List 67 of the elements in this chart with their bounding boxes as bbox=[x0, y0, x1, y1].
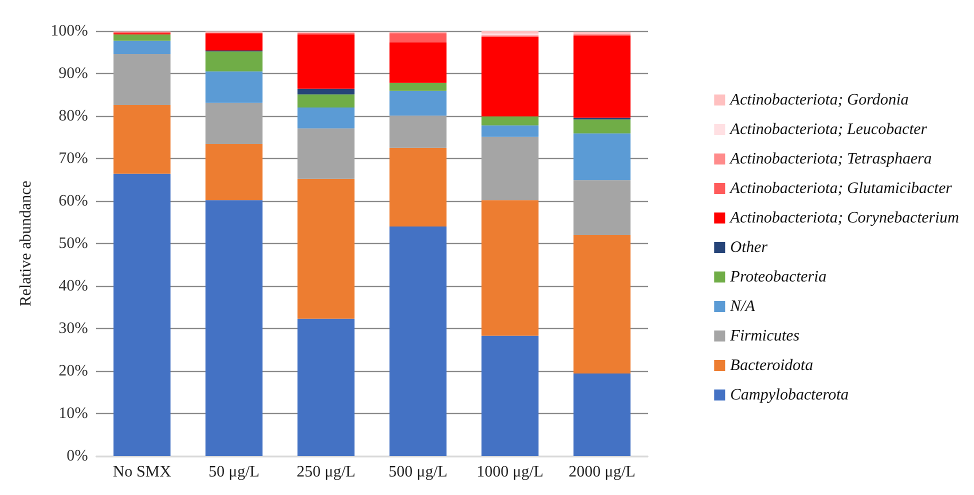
legend-label: N/A bbox=[729, 298, 756, 315]
bar bbox=[389, 42, 447, 83]
y-tick-label: 90% bbox=[58, 65, 88, 82]
bar bbox=[113, 54, 171, 105]
x-tick-label: No SMX bbox=[112, 464, 172, 480]
bar bbox=[481, 125, 539, 137]
bar bbox=[573, 235, 631, 374]
bar bbox=[573, 119, 631, 134]
bar bbox=[113, 174, 171, 456]
legend-label: Proteobacteria bbox=[729, 268, 826, 286]
y-tick-label: 30% bbox=[58, 320, 88, 337]
bar bbox=[205, 200, 263, 456]
y-tick-label: 20% bbox=[58, 362, 88, 380]
legend-label: Actinobacteriota; Leucobacter bbox=[729, 121, 928, 138]
bar bbox=[481, 336, 539, 456]
legend-label: Other bbox=[730, 239, 768, 256]
bar bbox=[297, 94, 355, 108]
bar bbox=[389, 226, 447, 456]
bar bbox=[205, 34, 263, 51]
bar bbox=[481, 116, 539, 126]
bar bbox=[573, 133, 631, 180]
bar bbox=[205, 144, 263, 200]
y-tick-label: 40% bbox=[58, 278, 88, 294]
bar bbox=[205, 102, 263, 144]
y-tick-label: 10% bbox=[58, 405, 88, 422]
bar bbox=[297, 178, 355, 319]
bar bbox=[573, 36, 631, 118]
y-axis-title: Relative abundance bbox=[18, 180, 34, 306]
bar bbox=[297, 34, 355, 89]
bar bbox=[389, 148, 447, 226]
legend-label: Bacteroidota bbox=[730, 357, 814, 374]
bar bbox=[481, 136, 539, 200]
bar bbox=[481, 36, 539, 116]
y-tick-label: 100% bbox=[50, 22, 88, 40]
bar bbox=[573, 374, 631, 456]
bar bbox=[297, 128, 355, 179]
bar bbox=[113, 34, 171, 41]
bar bbox=[297, 108, 355, 128]
y-tick-label: 0% bbox=[66, 448, 88, 464]
bar bbox=[573, 180, 631, 235]
bar bbox=[297, 318, 355, 456]
x-tick-label: 1000 μg/L bbox=[476, 464, 544, 480]
bar bbox=[389, 33, 447, 42]
x-tick-label: 2000 μg/L bbox=[568, 464, 636, 480]
bar bbox=[389, 82, 447, 91]
legend-label: Campylobacterota bbox=[730, 386, 849, 404]
bar bbox=[481, 31, 539, 34]
bar bbox=[205, 71, 263, 103]
y-tick-label: 70% bbox=[58, 150, 88, 167]
legend-label: Actinobacteriota; Gordonia bbox=[729, 92, 909, 108]
bar bbox=[297, 88, 355, 94]
bar bbox=[389, 116, 447, 148]
x-tick-label: 500 μg/L bbox=[388, 464, 448, 480]
bar bbox=[481, 200, 539, 336]
legend-label: Firmicutes bbox=[729, 328, 800, 344]
y-tick-label: 60% bbox=[58, 192, 88, 210]
legend-label: Actinobacteriota; Glutamicibacter bbox=[729, 180, 953, 197]
y-tick-label: 80% bbox=[58, 108, 88, 124]
bar bbox=[113, 104, 171, 174]
legend-label: Actinobacteriota; Corynebacterium bbox=[729, 210, 960, 226]
legend-label: Actinobacteriota; Tetrasphaera bbox=[729, 150, 932, 168]
x-tick-label: 50 μg/L bbox=[208, 464, 260, 480]
bar bbox=[389, 90, 447, 116]
bar bbox=[205, 51, 263, 72]
bar bbox=[113, 40, 171, 54]
y-tick-label: 50% bbox=[58, 235, 88, 252]
x-tick-label: 250 μg/L bbox=[296, 464, 356, 480]
